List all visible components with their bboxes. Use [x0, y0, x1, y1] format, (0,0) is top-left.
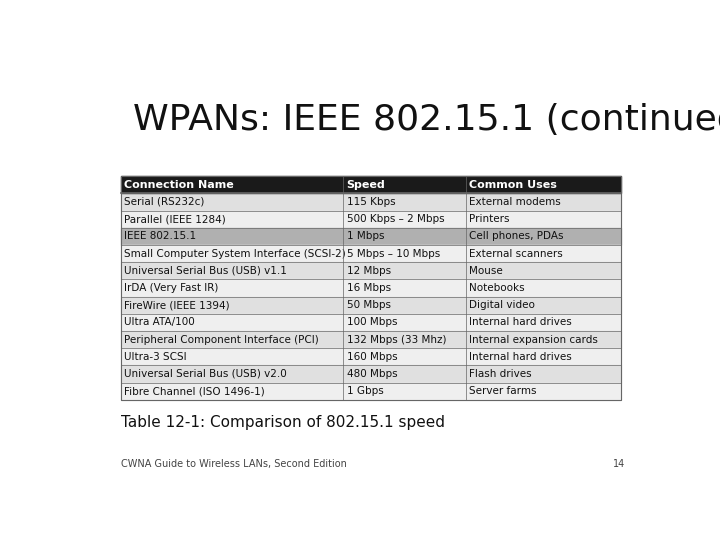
Text: External modems: External modems: [469, 197, 561, 207]
Text: Server farms: Server farms: [469, 386, 536, 396]
Text: Cell phones, PDAs: Cell phones, PDAs: [469, 231, 564, 241]
Text: Printers: Printers: [469, 214, 510, 224]
Text: 12 Mbps: 12 Mbps: [346, 266, 391, 276]
Text: External scanners: External scanners: [469, 248, 563, 259]
Bar: [121, 262, 621, 279]
Text: 14: 14: [613, 458, 625, 469]
Text: Digital video: Digital video: [469, 300, 535, 310]
Text: 100 Mbps: 100 Mbps: [346, 318, 397, 327]
Text: Peripheral Component Interface (PCI): Peripheral Component Interface (PCI): [124, 335, 319, 345]
Bar: [121, 331, 621, 348]
Text: 1 Gbps: 1 Gbps: [346, 386, 383, 396]
Text: 50 Mbps: 50 Mbps: [346, 300, 390, 310]
Text: 115 Kbps: 115 Kbps: [346, 197, 395, 207]
Text: Ultra-3 SCSI: Ultra-3 SCSI: [124, 352, 186, 362]
Text: 16 Mbps: 16 Mbps: [346, 283, 391, 293]
Text: 500 Kbps – 2 Mbps: 500 Kbps – 2 Mbps: [346, 214, 444, 224]
Text: Ultra ATA/100: Ultra ATA/100: [124, 318, 195, 327]
Bar: [121, 177, 621, 193]
Bar: [121, 245, 621, 262]
Text: Common Uses: Common Uses: [469, 180, 557, 190]
Text: Fibre Channel (ISO 1496-1): Fibre Channel (ISO 1496-1): [124, 386, 265, 396]
Bar: [121, 382, 621, 400]
Text: 480 Mbps: 480 Mbps: [346, 369, 397, 379]
Text: Connection Name: Connection Name: [124, 180, 234, 190]
Text: Serial (RS232c): Serial (RS232c): [124, 197, 204, 207]
Text: Flash drives: Flash drives: [469, 369, 531, 379]
Text: IEEE 802.15.1: IEEE 802.15.1: [124, 231, 197, 241]
Text: Internal expansion cards: Internal expansion cards: [469, 335, 598, 345]
Text: Notebooks: Notebooks: [469, 283, 525, 293]
Text: Internal hard drives: Internal hard drives: [469, 352, 572, 362]
Text: FireWire (IEEE 1394): FireWire (IEEE 1394): [124, 300, 230, 310]
Bar: [121, 348, 621, 366]
Text: 5 Mbps – 10 Mbps: 5 Mbps – 10 Mbps: [346, 248, 440, 259]
Bar: [121, 193, 621, 211]
Text: 160 Mbps: 160 Mbps: [346, 352, 397, 362]
Bar: [121, 211, 621, 228]
Text: Internal hard drives: Internal hard drives: [469, 318, 572, 327]
Bar: [121, 296, 621, 314]
Text: Parallel (IEEE 1284): Parallel (IEEE 1284): [124, 214, 226, 224]
Text: Universal Serial Bus (USB) v1.1: Universal Serial Bus (USB) v1.1: [124, 266, 287, 276]
Text: 1 Mbps: 1 Mbps: [346, 231, 384, 241]
Text: Mouse: Mouse: [469, 266, 503, 276]
Text: IrDA (Very Fast IR): IrDA (Very Fast IR): [124, 283, 218, 293]
Text: Table 12-1: Comparison of 802.15.1 speed: Table 12-1: Comparison of 802.15.1 speed: [121, 415, 445, 430]
Text: Small Computer System Interface (SCSI-2): Small Computer System Interface (SCSI-2): [124, 248, 346, 259]
Text: Universal Serial Bus (USB) v2.0: Universal Serial Bus (USB) v2.0: [124, 369, 287, 379]
Text: Speed: Speed: [346, 180, 385, 190]
Bar: [121, 314, 621, 331]
Bar: [121, 279, 621, 296]
Bar: [121, 366, 621, 382]
Text: WPANs: IEEE 802.15.1 (continued): WPANs: IEEE 802.15.1 (continued): [132, 103, 720, 137]
Text: CWNA Guide to Wireless LANs, Second Edition: CWNA Guide to Wireless LANs, Second Edit…: [121, 458, 347, 469]
Bar: [121, 228, 621, 245]
Text: 132 Mbps (33 Mhz): 132 Mbps (33 Mhz): [346, 335, 446, 345]
